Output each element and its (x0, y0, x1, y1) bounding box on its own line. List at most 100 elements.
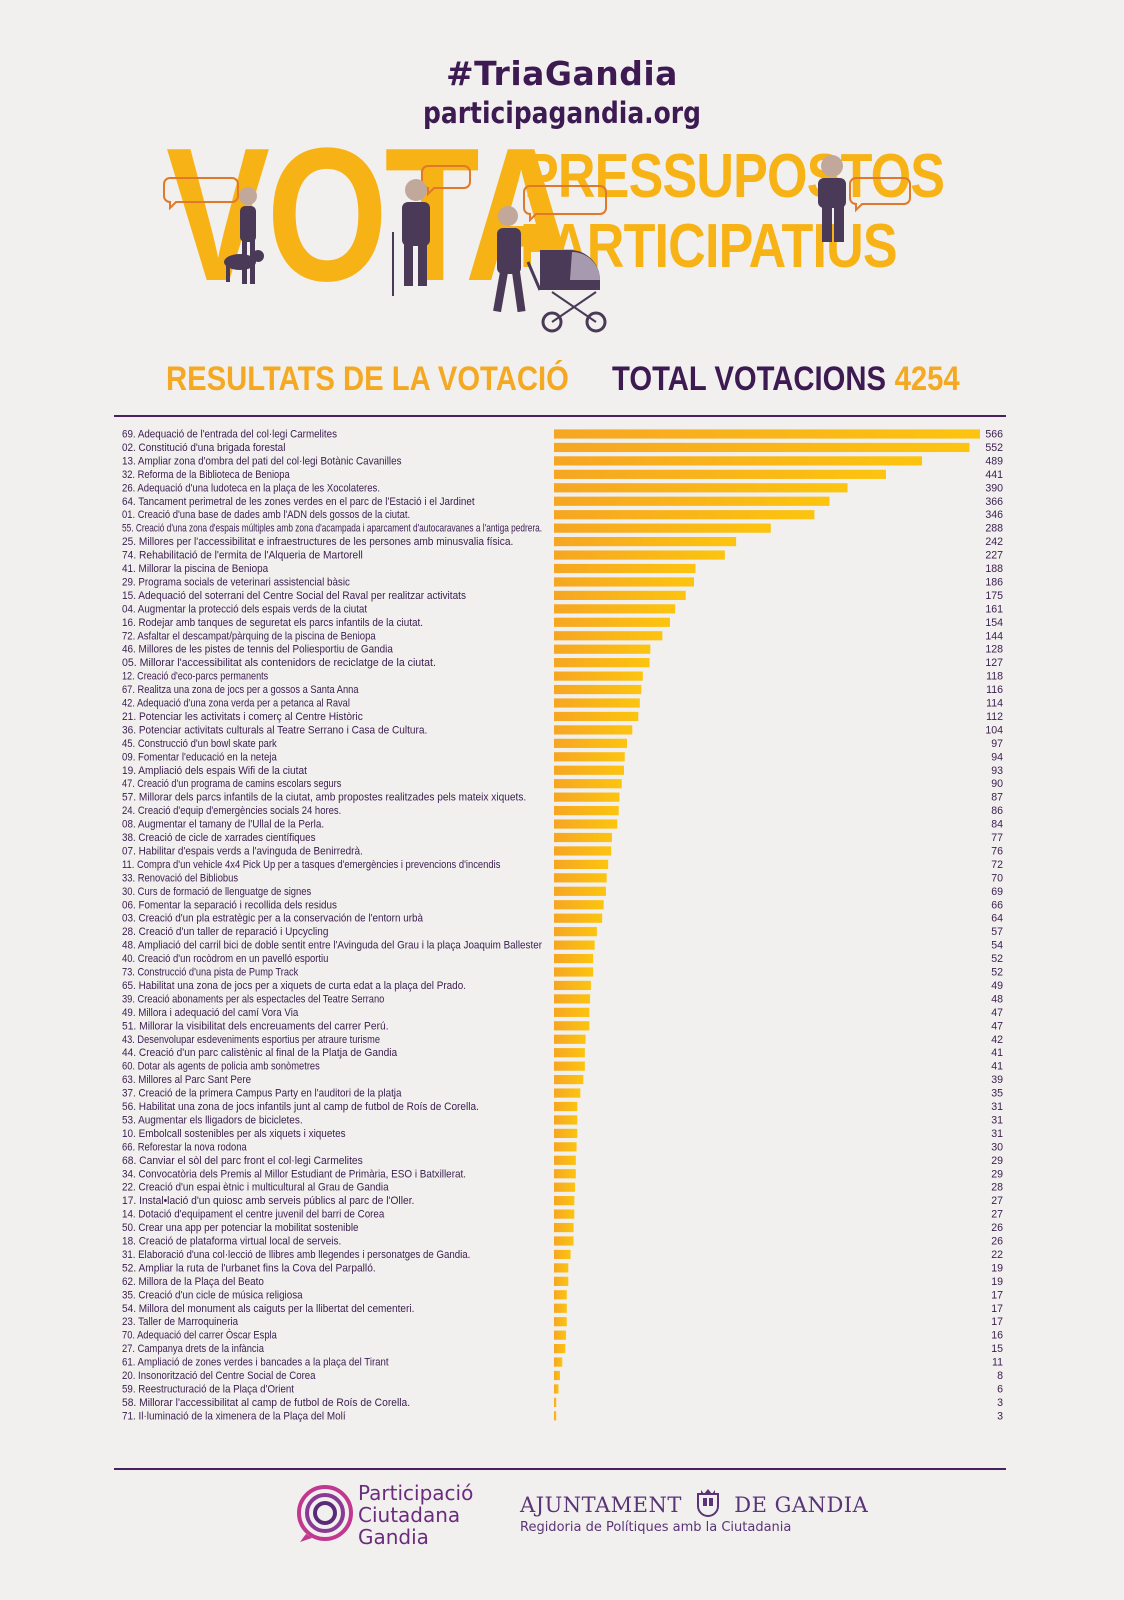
bar (554, 429, 980, 439)
category-label: 36. Potenciar activitats culturals al Te… (122, 724, 427, 736)
bar (554, 590, 686, 600)
value-label: 175 (985, 590, 1003, 602)
bar (554, 537, 737, 547)
category-label: 33. Renovació del Bibliobus (122, 872, 238, 884)
category-label: 04. Augmentar la protecció dels espais v… (122, 603, 367, 615)
top-divider (114, 415, 1006, 417)
category-label: 68. Canviar el sòl del parc front el col… (122, 1155, 363, 1167)
value-label: 29 (991, 1155, 1003, 1167)
bar (554, 1411, 557, 1421)
value-label: 104 (985, 724, 1003, 736)
website-link[interactable]: participagandia.org (423, 96, 701, 130)
bar (554, 469, 886, 479)
category-label: 07. Habilitar d'espais verds a l'avingud… (122, 845, 363, 857)
category-label: 15. Adequació del soterrani del Centre S… (122, 590, 466, 602)
value-label: 3 (997, 1397, 1003, 1409)
bar (554, 1330, 567, 1340)
value-label: 186 (985, 576, 1003, 588)
value-label: 31 (991, 1114, 1003, 1126)
category-label: 31. Elaboració d'una col·lecció de llibr… (122, 1249, 470, 1261)
bar (554, 1196, 575, 1206)
value-label: 566 (985, 429, 1003, 441)
category-label: 34. Convocatòria dels Premis al Millor E… (122, 1168, 466, 1180)
category-label: 45. Construcció d'un bowl skate park (122, 738, 277, 750)
category-label: 42. Adequació d'una zona verda per a pet… (122, 698, 350, 710)
category-label: 10. Embolcall sostenibles per als xiquet… (122, 1128, 346, 1140)
value-label: 17 (991, 1289, 1003, 1301)
bar (554, 1115, 578, 1125)
bar (554, 859, 609, 869)
ajuntament-title-b: DE GANDIA (734, 1493, 869, 1517)
value-label: 76 (991, 845, 1003, 857)
bar (554, 1263, 569, 1273)
value-label: 31 (991, 1101, 1003, 1113)
bar (554, 1169, 576, 1179)
value-label: 57 (991, 926, 1003, 938)
category-label: 29. Programa socials de veterinari assis… (122, 576, 351, 588)
category-label: 60. Dotar als agents de policia amb sonò… (122, 1061, 320, 1073)
bar (554, 1370, 561, 1381)
participacio-logo-text: Participació Ciutadana Gandia (358, 1482, 473, 1548)
category-label: 47. Creació d'un programa de camins esco… (122, 778, 341, 790)
value-label: 28 (991, 1182, 1003, 1194)
category-label: 41. Millorar la piscina de Beniopa (122, 563, 268, 575)
category-label: 71. Il·luminació de la ximenera de la Pl… (122, 1410, 346, 1422)
value-label: 366 (985, 496, 1003, 508)
logo-line-2: Ciutadana (358, 1503, 461, 1527)
category-label: 06. Fomentar la separació i recollida de… (122, 899, 337, 911)
bar (554, 711, 639, 722)
value-label: 116 (986, 684, 1003, 696)
ajuntament-title-a: AJUNTAMENT (520, 1493, 682, 1517)
value-label: 42 (991, 1034, 1003, 1046)
bar (554, 752, 625, 762)
value-label: 118 (986, 671, 1003, 683)
value-label: 161 (985, 603, 1003, 615)
value-label: 27 (991, 1209, 1003, 1221)
value-label: 15 (991, 1343, 1003, 1355)
value-label: 3 (997, 1410, 1003, 1422)
bar (554, 913, 603, 923)
value-label: 39 (991, 1074, 1003, 1086)
bar (554, 1048, 585, 1058)
speech-bubble-icon (523, 185, 607, 223)
bar (554, 1155, 576, 1165)
value-label: 64 (991, 913, 1003, 925)
value-label: 69 (991, 886, 1003, 898)
bar (554, 1357, 563, 1367)
coat-of-arms-icon (697, 1489, 720, 1517)
bar (554, 604, 676, 614)
value-label: 31 (991, 1128, 1003, 1140)
bar (554, 496, 830, 506)
value-label: 77 (991, 832, 1003, 844)
category-label: 23. Taller de Marroquineria (122, 1316, 238, 1328)
category-label: 13. Ampliar zona d'ombra del pati del co… (122, 455, 402, 467)
value-label: 52 (991, 953, 1003, 965)
value-label: 93 (991, 765, 1003, 777)
category-label: 27. Campanya drets de la infància (122, 1343, 264, 1355)
category-label: 44. Creació d'un parc calistènic al fina… (122, 1047, 397, 1059)
results-title: RESULTATS DE LA VOTACIÓ (166, 360, 569, 398)
total-votes: TOTAL VOTACIONS 4254 (612, 360, 960, 399)
bar (554, 698, 640, 708)
category-label: 16. Rodejar amb tanques de seguretat els… (122, 617, 423, 629)
bar (554, 1182, 576, 1192)
value-label: 86 (991, 805, 1003, 817)
bar (554, 1222, 574, 1233)
category-label: 70. Adequació del carrer Òscar Espla (122, 1329, 277, 1342)
value-label: 22 (991, 1249, 1003, 1261)
value-label: 94 (991, 751, 1003, 763)
seated-woman-figure (818, 155, 846, 242)
category-label: 65. Habilitat una zona de jocs per a xiq… (122, 980, 466, 992)
value-label: 54 (991, 940, 1003, 952)
category-label: 02. Constitució d'una brigada forestal (122, 442, 285, 454)
bar (554, 900, 604, 910)
bar (554, 1276, 569, 1286)
bar (554, 980, 591, 991)
category-label: 19. Ampliació dels espais Wifi de la ciu… (122, 765, 307, 777)
category-label: 55. Creació d'una zona d'espais múltiple… (122, 523, 542, 535)
value-label: 16 (991, 1330, 1003, 1342)
value-label: 128 (985, 644, 1003, 656)
pressupostos-title: PRESSUPOSTOS (524, 142, 945, 211)
bar (554, 658, 650, 668)
